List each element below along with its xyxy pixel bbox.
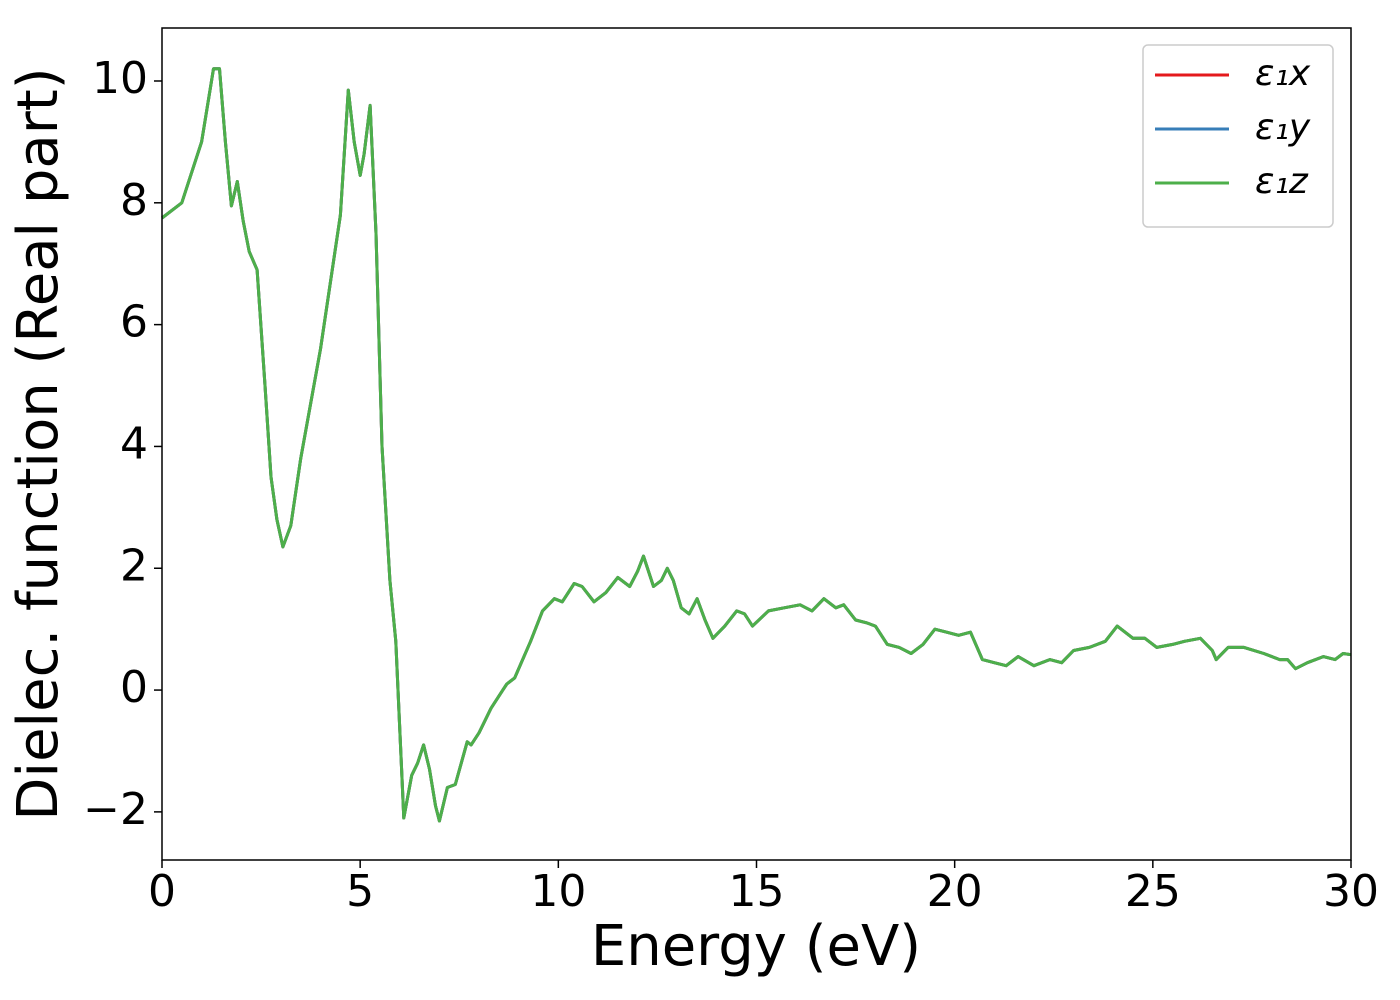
y-tick-label: 10	[92, 53, 148, 104]
y-tick-label: 2	[120, 540, 148, 591]
y-tick-label: −2	[83, 784, 148, 835]
legend-label: ε₁y	[1255, 107, 1311, 148]
series-line	[161, 67, 1352, 823]
y-tick-label: 4	[120, 418, 148, 469]
y-axis-label: Dielec. function (Real part)	[6, 67, 71, 820]
legend-label: ε₁z	[1255, 161, 1309, 202]
plot-frame	[161, 27, 1352, 861]
x-tick-label: 5	[346, 866, 374, 917]
legend-label: ε₁x	[1255, 53, 1311, 94]
x-tick-label: 15	[729, 866, 785, 917]
y-tick-label: 6	[120, 297, 148, 348]
x-tick-label: 30	[1323, 866, 1379, 917]
x-tick-label: 10	[530, 866, 586, 917]
y-tick-label: 0	[120, 662, 148, 713]
x-tick-label: 25	[1125, 866, 1181, 917]
x-tick-label: 0	[148, 866, 176, 917]
x-tick-label: 20	[927, 866, 983, 917]
y-tick-label: 8	[120, 175, 148, 226]
x-axis-label: Energy (eV)	[591, 914, 921, 979]
